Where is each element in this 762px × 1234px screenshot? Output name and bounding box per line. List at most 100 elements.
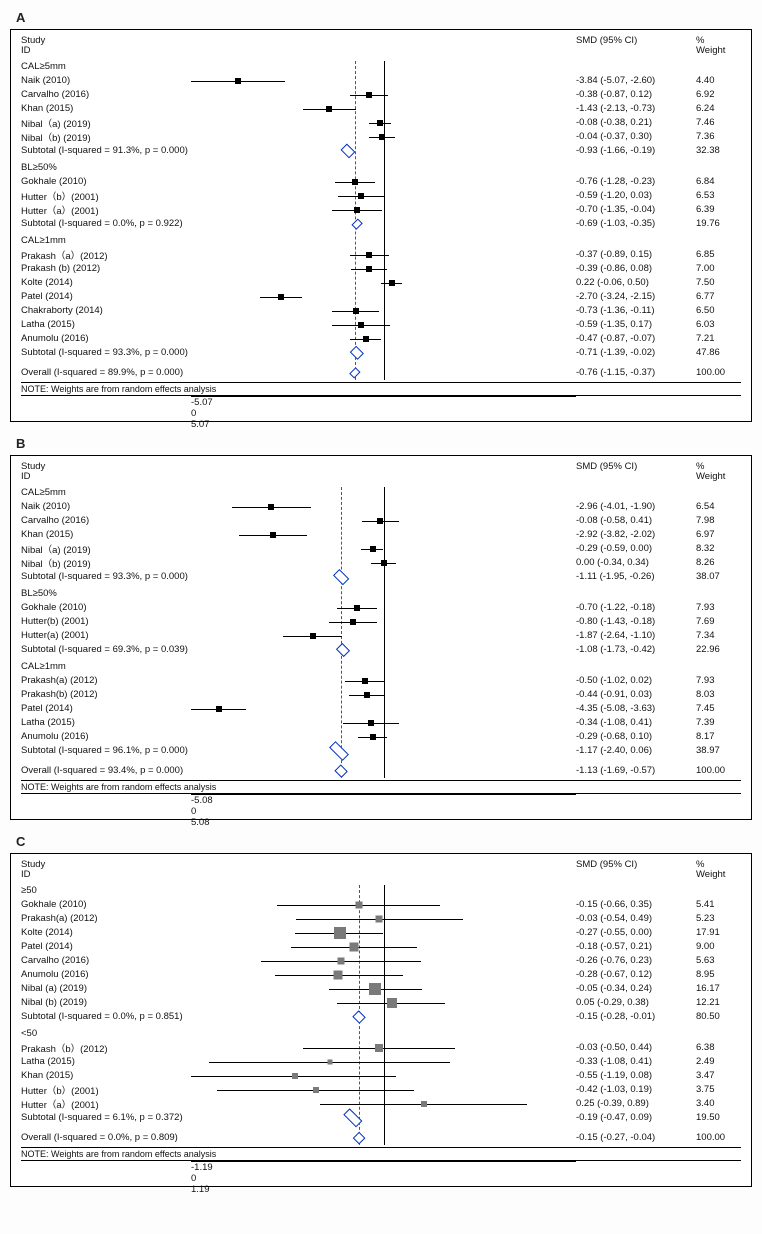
study-row: Latha (2015)-0.59 (-1.35, 0.17)6.03 [21, 318, 741, 332]
row-plot [191, 702, 576, 716]
row-label: Kolte (2014) [21, 927, 191, 938]
row-smd: -0.42 (-1.03, 0.19) [576, 1084, 696, 1095]
row-weight: 7.93 [696, 602, 741, 613]
study-row: Hutter(a) (2001)-1.87 (-2.64, -1.10)7.34 [21, 629, 741, 643]
row-plot [191, 629, 576, 643]
point-marker [326, 106, 332, 112]
row-label: Patel (2014) [21, 703, 191, 714]
row-smd: -0.69 (-1.03, -0.35) [576, 218, 696, 229]
plot-box: StudyIDSMD (95% CI)%Weight≥50Gokhale (20… [10, 853, 752, 1187]
row-weight: 6.54 [696, 501, 741, 512]
row-smd: -0.05 (-0.34, 0.24) [576, 983, 696, 994]
row-smd: -0.08 (-0.58, 0.41) [576, 515, 696, 526]
study-row: Hutter(b) (2001)-0.80 (-1.43, -0.18)7.69 [21, 615, 741, 629]
hdr-study: StudyID [21, 860, 191, 881]
axis-tick: 0 [191, 806, 576, 817]
row-label: Subtotal (I-squared = 96.1%, p = 0.000) [21, 745, 191, 756]
row-label: Gokhale (2010) [21, 899, 191, 910]
study-row: Nibal（b) (2019)0.00 (-0.34, 0.34)8.26 [21, 556, 741, 570]
study-row: Carvalho (2016)-0.38 (-0.87, 0.12)6.92 [21, 88, 741, 102]
subtotal-row: Overall (I-squared = 0.0%, p = 0.809)-0.… [21, 1131, 741, 1145]
diamond-icon [349, 346, 363, 360]
row-weight: 5.41 [696, 899, 741, 910]
row-label: Subtotal (I-squared = 0.0%, p = 0.922) [21, 218, 191, 229]
row-weight: 3.40 [696, 1098, 741, 1109]
row-label: Nibal（b) (2019) [21, 130, 191, 144]
row-plot [191, 332, 576, 346]
row-plot [191, 601, 576, 615]
row-plot [191, 346, 576, 360]
row-weight: 100.00 [696, 367, 741, 378]
point-marker [363, 336, 369, 342]
row-weight: 7.98 [696, 515, 741, 526]
row-weight: 5.63 [696, 955, 741, 966]
study-row: Gokhale (2010)-0.70 (-1.22, -0.18)7.93 [21, 601, 741, 615]
row-weight: 6.24 [696, 103, 741, 114]
row-plot [191, 102, 576, 116]
row-weight: 80.50 [696, 1011, 741, 1022]
row-smd: -1.43 (-2.13, -0.73) [576, 103, 696, 114]
row-label: Hutter(b) (2001) [21, 616, 191, 627]
row-smd: -1.87 (-2.64, -1.10) [576, 630, 696, 641]
note-text: NOTE: Weights are from random effects an… [21, 382, 741, 396]
row-plot [191, 189, 576, 203]
study-row: Nibal（a) (2019)-0.29 (-0.59, 0.00)8.32 [21, 542, 741, 556]
row-weight: 3.75 [696, 1084, 741, 1095]
row-smd: -0.28 (-0.67, 0.12) [576, 969, 696, 980]
row-smd: -0.47 (-0.87, -0.07) [576, 333, 696, 344]
axis-tick: 0 [191, 1173, 576, 1184]
axis-tick: -5.08 [191, 795, 576, 806]
axis-tick: 5.07 [191, 419, 576, 430]
row-weight: 17.91 [696, 927, 741, 938]
subtotal-row: Subtotal (I-squared = 0.0%, p = 0.851)-0… [21, 1010, 741, 1024]
row-label: Subtotal (I-squared = 93.3%, p = 0.000) [21, 347, 191, 358]
row-smd: -0.59 (-1.20, 0.03) [576, 190, 696, 201]
row-smd: -0.04 (-0.37, 0.30) [576, 131, 696, 142]
row-weight: 19.76 [696, 218, 741, 229]
row-plot [191, 898, 576, 912]
row-label: Nibal (a) (2019) [21, 983, 191, 994]
point-marker [350, 942, 359, 951]
row-label: Subtotal (I-squared = 91.3%, p = 0.000) [21, 145, 191, 156]
row-label: Hutter(a) (2001) [21, 630, 191, 641]
row-weight: 8.26 [696, 557, 741, 568]
row-weight: 9.00 [696, 941, 741, 952]
point-marker [358, 322, 364, 328]
row-smd: -0.19 (-0.47, 0.09) [576, 1112, 696, 1123]
row-weight: 4.40 [696, 75, 741, 86]
row-label: Naik (2010) [21, 75, 191, 86]
row-label: Carvalho (2016) [21, 89, 191, 100]
subtotal-row: Subtotal (I-squared = 93.3%, p = 0.000)-… [21, 346, 741, 360]
point-marker [421, 1101, 427, 1107]
row-label: Anumolu (2016) [21, 731, 191, 742]
point-marker [356, 901, 363, 908]
study-row: Patel (2014)-2.70 (-3.24, -2.15)6.77 [21, 290, 741, 304]
row-weight: 6.39 [696, 204, 741, 215]
point-marker [292, 1073, 298, 1079]
row-weight: 7.00 [696, 263, 741, 274]
row-label: Anumolu (2016) [21, 969, 191, 980]
row-label: Carvalho (2016) [21, 955, 191, 966]
row-weight: 19.50 [696, 1112, 741, 1123]
row-smd: 0.22 (-0.06, 0.50) [576, 277, 696, 288]
point-marker [354, 207, 360, 213]
row-weight: 12.21 [696, 997, 741, 1008]
row-weight: 6.50 [696, 305, 741, 316]
header-row: StudyIDSMD (95% CI)%Weight [21, 36, 741, 57]
point-marker [334, 970, 343, 979]
study-row: Anumolu (2016) -0.28 (-0.67, 0.12)8.95 [21, 968, 741, 982]
study-row: Khan (2015)-2.92 (-3.82, -2.02)6.97 [21, 528, 741, 542]
row-weight: 8.95 [696, 969, 741, 980]
row-weight: 7.36 [696, 131, 741, 142]
study-row: Kolte (2014)-0.27 (-0.55, 0.00)17.91 [21, 926, 741, 940]
row-smd: -0.03 (-0.54, 0.49) [576, 913, 696, 924]
row-weight: 6.03 [696, 319, 741, 330]
study-row: Gokhale (2010)-0.76 (-1.28, -0.23)6.84 [21, 175, 741, 189]
row-weight: 8.32 [696, 543, 741, 554]
study-row: Prakash（b）(2012)-0.03 (-0.50, 0.44)6.38 [21, 1041, 741, 1055]
study-row: Nibal（b) (2019) -0.04 (-0.37, 0.30)7.36 [21, 130, 741, 144]
axis-tick: -1.19 [191, 1162, 576, 1173]
point-marker [377, 518, 383, 524]
plot-body: CAL≥5mmNaik (2010)-2.96 (-4.01, -1.90)6.… [21, 487, 741, 778]
row-weight: 2.49 [696, 1056, 741, 1067]
